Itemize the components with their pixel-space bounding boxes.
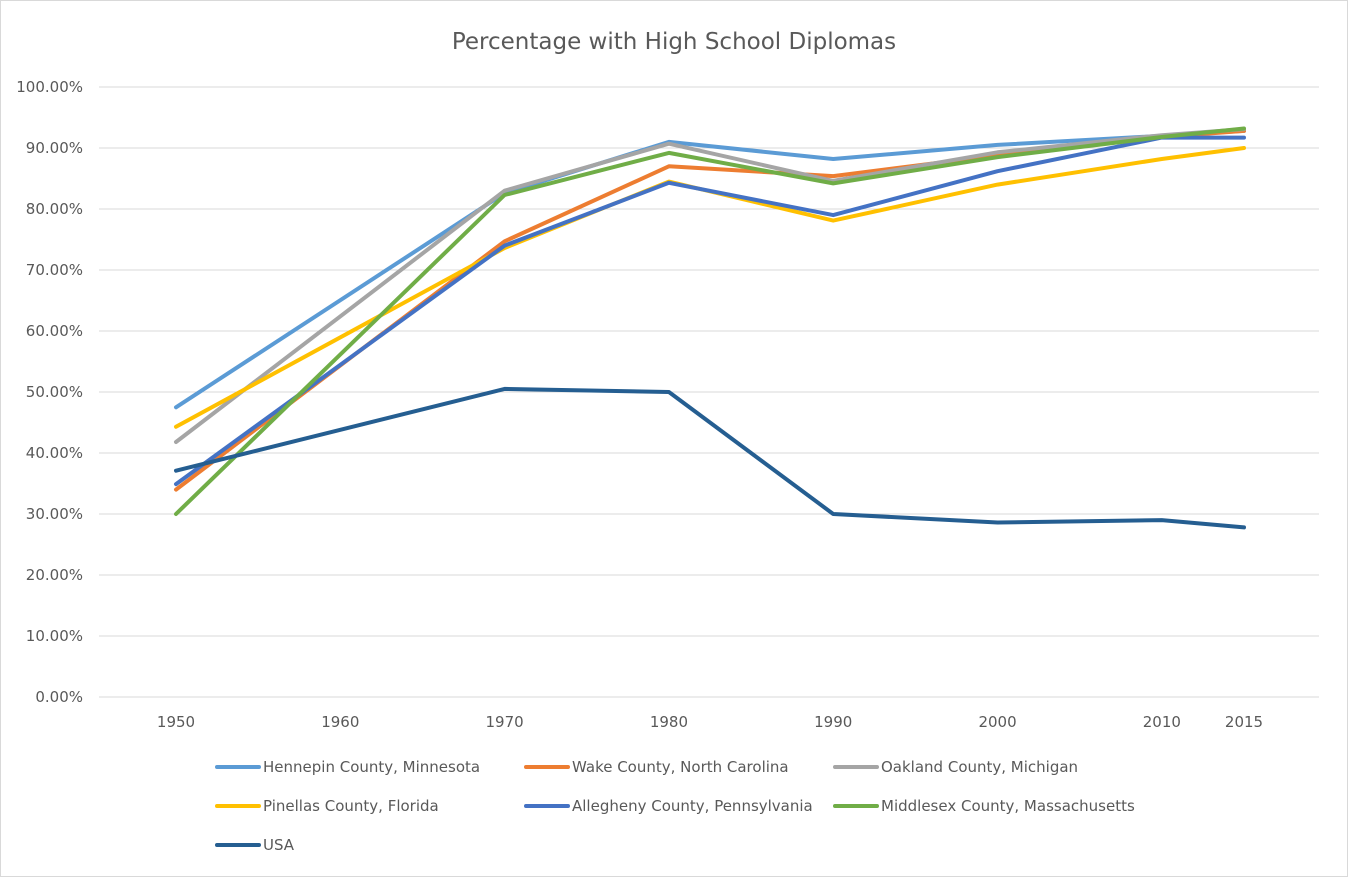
legend-label: USA xyxy=(263,836,295,854)
y-tick-label: 60.00% xyxy=(26,322,83,340)
legend-label: Oakland County, Michigan xyxy=(881,758,1078,776)
series-line xyxy=(174,128,1246,492)
x-tick-label: 1980 xyxy=(650,713,688,731)
y-tick-label: 50.00% xyxy=(26,383,83,401)
series-line xyxy=(174,126,1246,516)
series-line xyxy=(174,386,1246,530)
y-axis-tick-labels: 0.00% 10.00% 20.00% 30.00% 40.00% 50.00% 60.00… xyxy=(16,78,83,706)
y-tick-label: 40.00% xyxy=(26,444,83,462)
x-axis-tick-labels: 1950 1960 1970 1980 1990 2000 2010 2015 xyxy=(157,713,1263,731)
x-tick-label: 2010 xyxy=(1143,713,1181,731)
x-tick-label: 1990 xyxy=(814,713,852,731)
y-tick-label: 90.00% xyxy=(26,139,83,157)
legend-label: Pinellas County, Florida xyxy=(263,797,439,815)
x-tick-label: 2015 xyxy=(1225,713,1263,731)
y-tick-label: 80.00% xyxy=(26,200,83,218)
y-tick-label: 20.00% xyxy=(26,566,83,584)
y-tick-label: 30.00% xyxy=(26,505,83,523)
legend-label: Allegheny County, Pennsylvania xyxy=(572,797,813,815)
y-tick-label: 10.00% xyxy=(26,627,83,645)
y-tick-label: 70.00% xyxy=(26,261,83,279)
gridlines xyxy=(99,86,1319,698)
y-tick-label: 0.00% xyxy=(35,688,83,706)
chart-title: Percentage with High School Diplomas xyxy=(452,29,896,55)
legend: Hennepin County, Minnesota Wake County, N… xyxy=(215,758,1135,854)
x-tick-label: 1950 xyxy=(157,713,195,731)
series-line xyxy=(174,127,1246,444)
series-lines xyxy=(174,126,1246,530)
y-tick-label: 100.00% xyxy=(16,78,83,96)
legend-label: Middlesex County, Massachusetts xyxy=(881,797,1135,815)
x-tick-label: 1960 xyxy=(321,713,359,731)
legend-label: Wake County, North Carolina xyxy=(572,758,789,776)
legend-label: Hennepin County, Minnesota xyxy=(263,758,480,776)
x-tick-label: 2000 xyxy=(978,713,1016,731)
x-tick-label: 1970 xyxy=(486,713,524,731)
